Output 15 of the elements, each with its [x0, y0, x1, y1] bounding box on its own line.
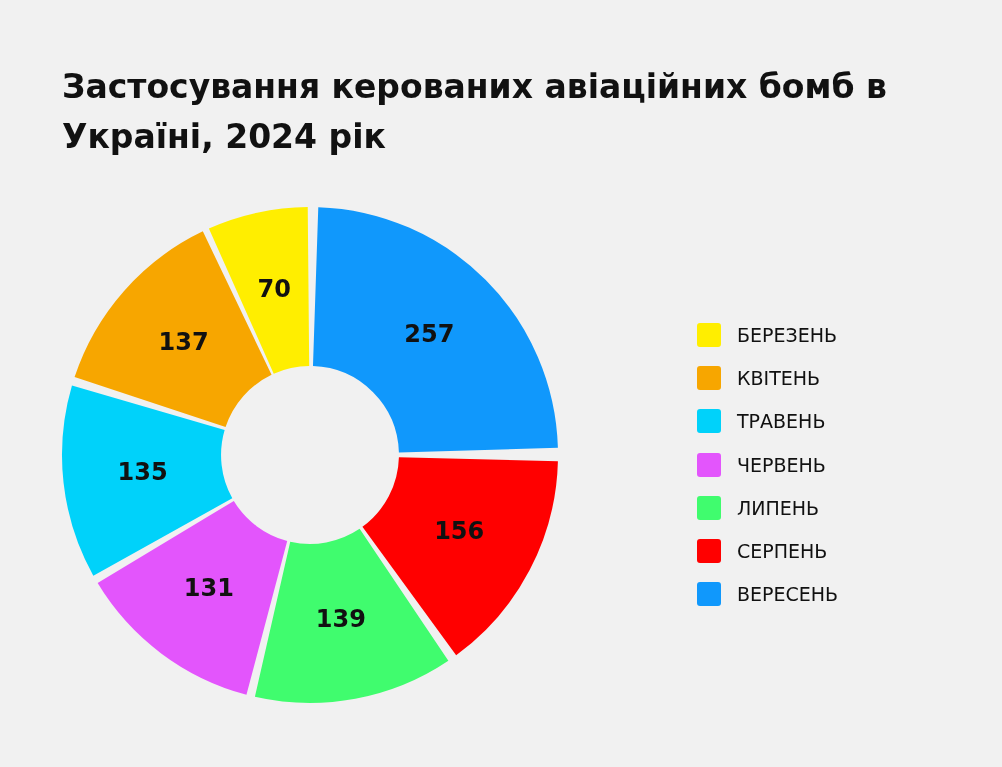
legend-label: ВЕРЕСЕНЬ — [737, 583, 839, 606]
data-label: 131 — [183, 574, 234, 602]
legend-label: КВІТЕНЬ — [737, 366, 821, 389]
data-label: 135 — [117, 458, 168, 487]
data-label: 70 — [257, 274, 291, 303]
legend-label: ЧЕРВЕНЬ — [737, 453, 826, 476]
legend-label: ЛИПЕНЬ — [737, 496, 820, 519]
data-label: 257 — [404, 320, 455, 349]
legend-label: БЕРЕЗЕНЬ — [737, 323, 838, 346]
chart-title: Застосування керованих авіаційних бомб в Україні, 2024 рік — [62, 66, 888, 158]
data-label: 156 — [434, 517, 485, 546]
legend-label: ТРАВЕНЬ — [737, 410, 826, 433]
legend-label: СЕРПЕНЬ — [737, 540, 828, 563]
data-label: 139 — [315, 604, 366, 633]
data-label: 137 — [158, 327, 209, 356]
